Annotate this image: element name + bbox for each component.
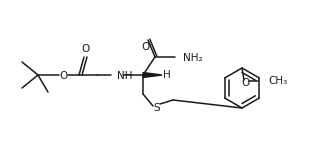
Text: O: O xyxy=(141,42,149,52)
Text: NH₂: NH₂ xyxy=(183,53,203,63)
Polygon shape xyxy=(143,73,162,78)
Text: O: O xyxy=(60,71,68,81)
Text: H: H xyxy=(163,70,171,80)
Text: O: O xyxy=(242,78,250,88)
Text: CH₃: CH₃ xyxy=(268,76,287,86)
Text: S: S xyxy=(154,103,160,113)
Text: O: O xyxy=(82,44,90,54)
Text: NH: NH xyxy=(117,71,132,81)
